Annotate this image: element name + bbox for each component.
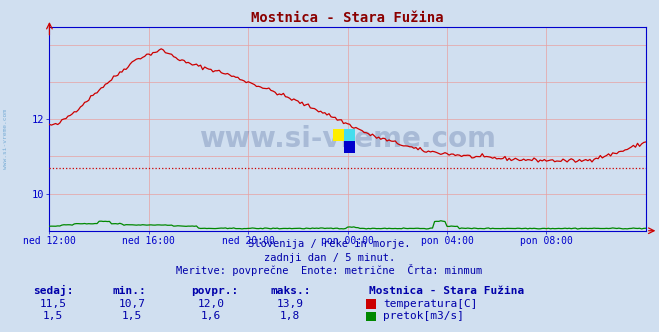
Text: 10,7: 10,7 xyxy=(119,299,145,309)
Text: 1,5: 1,5 xyxy=(122,311,142,321)
Text: Slovenija / reke in morje.: Slovenija / reke in morje. xyxy=(248,239,411,249)
Text: www.si-vreme.com: www.si-vreme.com xyxy=(3,110,8,169)
Text: Mostnica - Stara Fužina: Mostnica - Stara Fužina xyxy=(369,286,525,296)
Bar xyxy=(344,129,355,141)
Text: min.:: min.: xyxy=(112,286,146,296)
Text: sedaj:: sedaj: xyxy=(33,285,73,296)
Text: 11,5: 11,5 xyxy=(40,299,66,309)
Text: Meritve: povprečne  Enote: metrične  Črta: minmum: Meritve: povprečne Enote: metrične Črta:… xyxy=(177,264,482,276)
Text: maks.:: maks.: xyxy=(270,286,310,296)
Text: 1,8: 1,8 xyxy=(280,311,300,321)
Text: pretok[m3/s]: pretok[m3/s] xyxy=(383,311,464,321)
Text: 12,0: 12,0 xyxy=(198,299,224,309)
Bar xyxy=(344,141,355,153)
Title: Mostnica - Stara Fužina: Mostnica - Stara Fužina xyxy=(251,11,444,25)
Text: www.si-vreme.com: www.si-vreme.com xyxy=(199,125,496,153)
Text: zadnji dan / 5 minut.: zadnji dan / 5 minut. xyxy=(264,253,395,263)
Text: 13,9: 13,9 xyxy=(277,299,303,309)
Text: 1,6: 1,6 xyxy=(201,311,221,321)
Bar xyxy=(333,129,344,141)
Text: povpr.:: povpr.: xyxy=(191,286,239,296)
Text: 1,5: 1,5 xyxy=(43,311,63,321)
Text: temperatura[C]: temperatura[C] xyxy=(383,299,477,309)
